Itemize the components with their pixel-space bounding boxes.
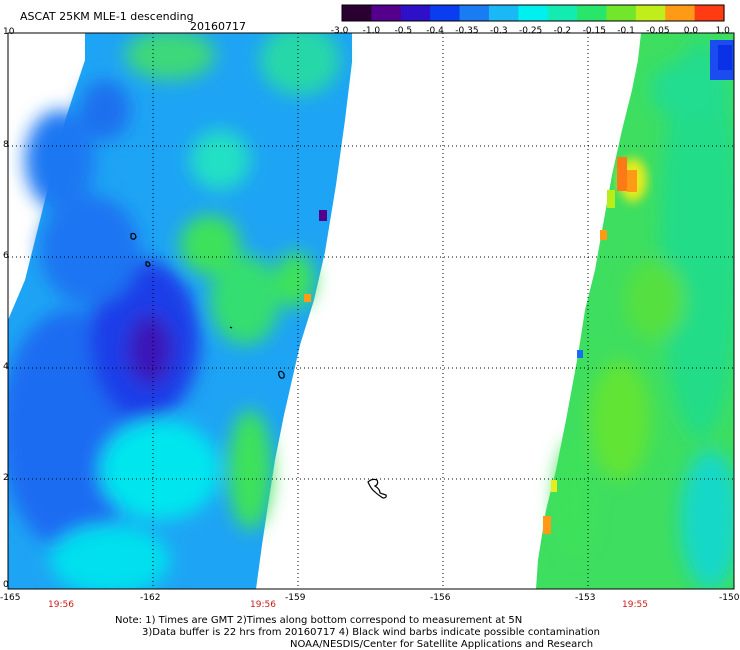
time-label-1: 19:56 xyxy=(48,600,74,610)
colorbar-label: -0.4 xyxy=(426,26,444,36)
colorbar-label: -1.0 xyxy=(362,26,381,36)
colorbar-cell xyxy=(371,5,402,21)
map-date: 20160717 xyxy=(190,20,246,33)
graticule xyxy=(8,33,734,589)
x-tick-156: -156 xyxy=(430,593,451,603)
island-outlines xyxy=(130,232,387,499)
note-line-1: Note: 1) Times are GMT 2)Times along bot… xyxy=(115,615,523,626)
time-label-3: 19:55 xyxy=(622,600,648,610)
colorbar-cell xyxy=(400,5,431,21)
colorbar-cell xyxy=(459,5,490,21)
colorbar-cell xyxy=(665,5,696,21)
time-label-2: 19:56 xyxy=(250,600,276,610)
colorbar-cell xyxy=(635,5,666,21)
colorbar-label: 1.0 xyxy=(715,26,730,36)
colorbar-cell xyxy=(694,5,725,21)
colorbar-label: -0.25 xyxy=(519,26,543,36)
x-tick-150: -150 xyxy=(719,593,740,603)
colorbar-label: -0.15 xyxy=(582,26,606,36)
colorbar-cell xyxy=(547,5,578,21)
y-tick-4: 4 xyxy=(3,362,9,372)
colorbar-label: -0.05 xyxy=(646,26,670,36)
x-tick-159: -159 xyxy=(285,593,306,603)
colorbar-cell xyxy=(430,5,461,21)
note-line-2: 3)Data buffer is 22 hrs from 20160717 4)… xyxy=(142,627,600,638)
x-tick-165: -165 xyxy=(0,593,21,603)
x-tick-162: -162 xyxy=(140,593,161,603)
colorbar-label: -0.3 xyxy=(490,26,508,36)
colorbar xyxy=(341,4,725,22)
map-frame xyxy=(7,32,735,590)
y-tick-2: 2 xyxy=(3,473,9,483)
colorbar-label: -0.35 xyxy=(455,26,479,36)
y-tick-6: 6 xyxy=(3,251,9,261)
x-tick-153: -153 xyxy=(575,593,596,603)
colorbar-cell xyxy=(577,5,608,21)
y-tick-10: 10 xyxy=(3,27,15,37)
swath-data xyxy=(8,33,734,589)
left-swath xyxy=(8,33,352,589)
colorbar-cell xyxy=(488,5,519,21)
note-line-3: NOAA/NESDIS/Center for Satellite Applica… xyxy=(290,639,594,650)
y-tick-0: 0 xyxy=(3,580,9,590)
colorbar-label: -0.1 xyxy=(617,26,635,36)
colorbar-label: -3.0 xyxy=(330,26,349,36)
map-title: ASCAT 25KM MLE-1 descending xyxy=(20,10,194,23)
y-tick-8: 8 xyxy=(3,140,9,150)
colorbar-label: -0.5 xyxy=(394,26,413,36)
colorbar-cell xyxy=(606,5,637,21)
colorbar-cell xyxy=(342,5,372,21)
colorbar-label: 0.0 xyxy=(683,26,699,36)
colorbar-label: -0.2 xyxy=(553,26,572,36)
colorbar-cell xyxy=(518,5,549,21)
right-swath xyxy=(536,33,734,589)
